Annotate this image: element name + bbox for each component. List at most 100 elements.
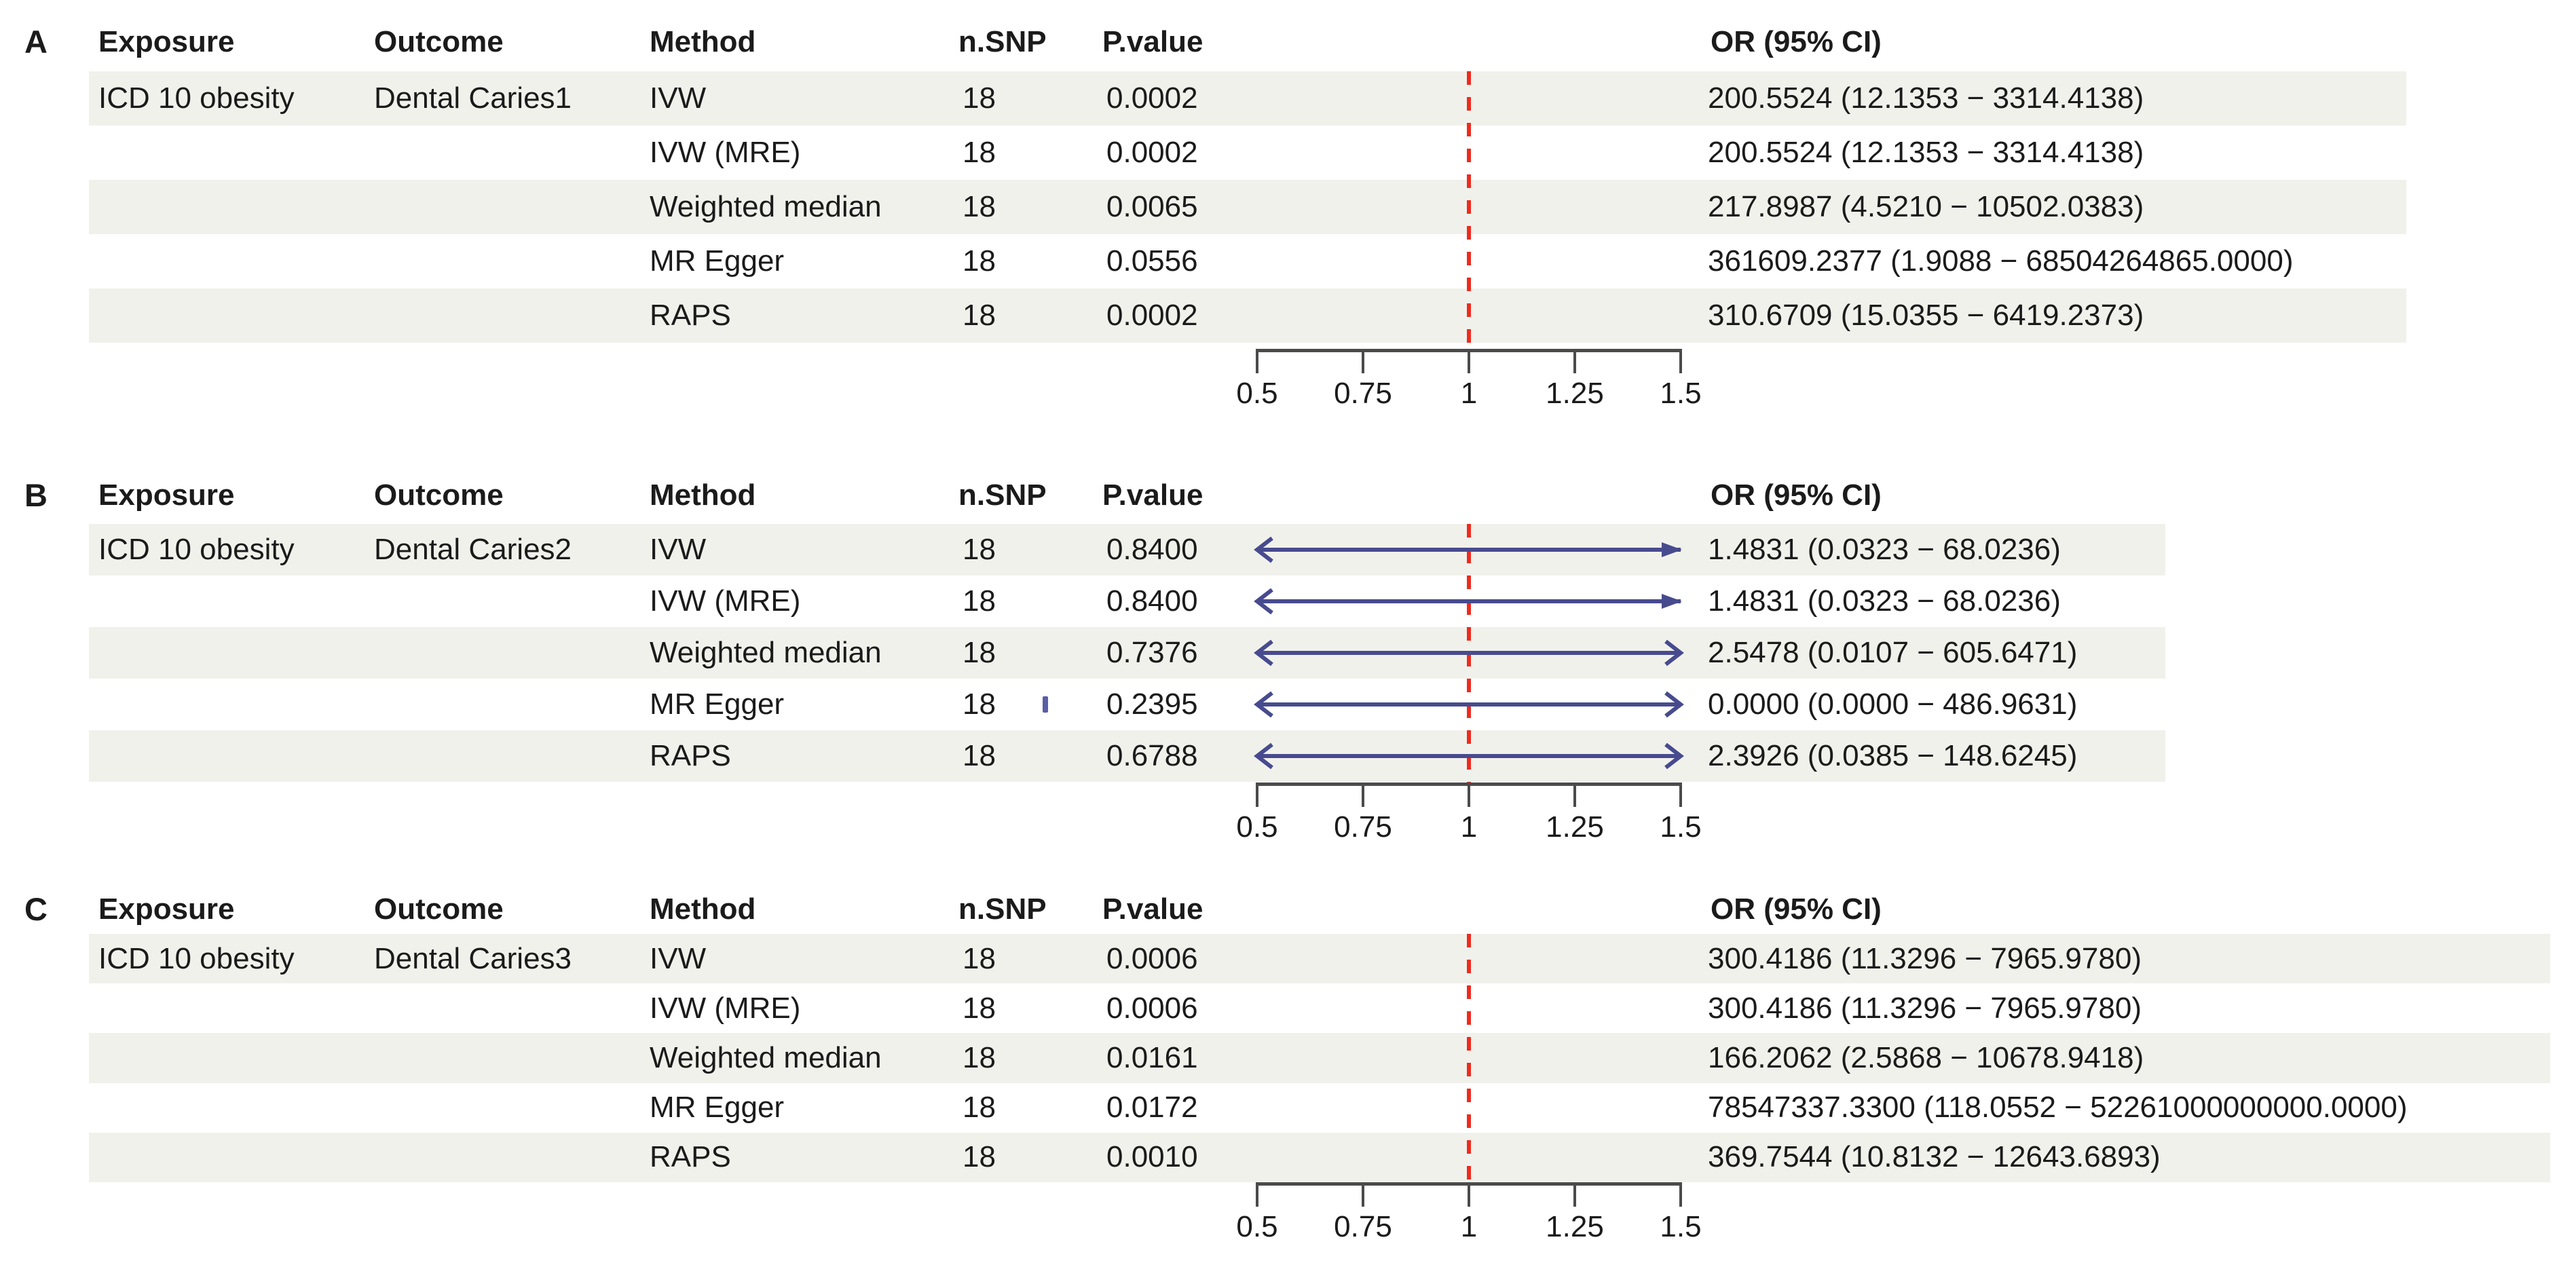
x-axis-tick (1362, 783, 1364, 807)
x-axis-tick-label: 1.5 (1660, 1210, 1702, 1243)
column-header-exposure: Exposure (98, 25, 235, 58)
row-method: IVW (650, 81, 707, 115)
row-or-ci: 300.4186 (11.3296 − 7965.9780) (1708, 991, 2142, 1025)
row-p-value: 0.0006 (1106, 991, 1198, 1025)
row-method: MR Egger (650, 244, 785, 278)
table-row: MR Egger 18 0.0556 361609.2377 (1.9088 −… (0, 234, 2576, 288)
exposure-value: ICD 10 obesity (98, 533, 295, 566)
row-or-ci: 2.5478 (0.0107 − 605.6471) (1708, 636, 2078, 669)
row-method: RAPS (650, 1140, 731, 1174)
table-row: RAPS 18 0.0010 369.7544 (10.8132 − 12643… (0, 1132, 2576, 1182)
row-stripe (89, 71, 2406, 126)
x-axis-tick-label: 0.75 (1334, 1210, 1392, 1243)
ci-arrow (1254, 742, 1684, 770)
table-row: RAPS 18 0.0002 310.6709 (15.0355 − 6419.… (0, 288, 2576, 343)
row-or-ci: 310.6709 (15.0355 − 6419.2373) (1708, 299, 2144, 332)
x-axis-tick (1468, 783, 1470, 807)
x-axis-tick (1468, 349, 1470, 373)
ci-arrow (1254, 588, 1682, 615)
x-axis-tick-label: 1.5 (1660, 810, 1702, 844)
row-or-ci: 369.7544 (10.8132 − 12643.6893) (1708, 1140, 2161, 1174)
row-n-snp: 18 (963, 1091, 996, 1125)
x-axis-tick (1362, 349, 1364, 373)
x-axis-tick-label: 1.25 (1546, 1210, 1604, 1243)
row-stripe (89, 934, 2550, 984)
table-row: ICD 10 obesity Dental Caries1 IVW 18 0.0… (0, 71, 2576, 126)
table-row: Weighted median 18 0.0065 217.8987 (4.52… (0, 180, 2576, 234)
x-axis-tick-label: 1.25 (1546, 810, 1604, 844)
x-axis-tick-label: 1 (1460, 1210, 1478, 1243)
row-p-value: 0.0065 (1106, 190, 1198, 223)
row-method: IVW (650, 533, 707, 566)
row-method: IVW (MRE) (650, 991, 801, 1025)
outcome-value: Dental Caries2 (374, 533, 572, 566)
row-n-snp: 18 (963, 584, 996, 618)
row-p-value: 0.2395 (1106, 687, 1198, 721)
x-axis-tick-label: 1.25 (1546, 377, 1604, 410)
reference-line (1467, 524, 1471, 783)
table-row: ICD 10 obesity Dental Caries2 IVW 18 0.8… (0, 524, 2576, 576)
column-header-n-snp: n.SNP (958, 892, 1047, 926)
reference-line (1467, 934, 1471, 1182)
table-row: ICD 10 obesity Dental Caries3 IVW 18 0.0… (0, 934, 2576, 984)
column-header-outcome: Outcome (374, 25, 504, 58)
row-method: MR Egger (650, 1091, 785, 1125)
x-axis-tick-label: 0.5 (1236, 1210, 1278, 1243)
row-n-snp: 18 (963, 1140, 996, 1174)
reference-line (1467, 71, 1471, 349)
table-row: Weighted median 18 0.7376 2.5478 (0.0107… (0, 627, 2576, 679)
row-or-ci: 1.4831 (0.0323 − 68.0236) (1708, 584, 2061, 618)
row-stripe (89, 524, 2165, 576)
outcome-value: Dental Caries1 (374, 81, 572, 115)
row-or-ci: 2.3926 (0.0385 − 148.6245) (1708, 739, 2078, 772)
table-row: RAPS 18 0.6788 2.3926 (0.0385 − 148.6245… (0, 730, 2576, 782)
row-n-snp: 18 (963, 636, 996, 669)
row-p-value: 0.0006 (1106, 941, 1198, 975)
panel-label: C (24, 891, 48, 927)
row-stripe (89, 180, 2406, 234)
x-axis-tick (1679, 1182, 1682, 1207)
column-header-outcome: Outcome (374, 892, 504, 926)
row-method: MR Egger (650, 687, 785, 721)
x-axis-tick (1256, 1182, 1258, 1207)
row-method: IVW (MRE) (650, 584, 801, 618)
column-header-method: Method (650, 892, 756, 926)
exposure-value: ICD 10 obesity (98, 81, 295, 115)
column-header-p-value: P.value (1102, 478, 1203, 512)
x-axis-tick (1679, 349, 1682, 373)
x-axis-tick-label: 1 (1460, 377, 1478, 410)
row-p-value: 0.0002 (1106, 81, 1198, 115)
row-method: Weighted median (650, 636, 882, 669)
column-header-p-value: P.value (1102, 892, 1203, 926)
row-or-ci: 217.8987 (4.5210 − 10502.0383) (1708, 190, 2144, 223)
point-marker (1043, 696, 1048, 713)
x-axis-tick-label: 0.75 (1334, 810, 1392, 844)
row-p-value: 0.6788 (1106, 739, 1198, 772)
row-n-snp: 18 (963, 81, 996, 115)
row-p-value: 0.0556 (1106, 244, 1198, 278)
x-axis-tick-label: 1 (1460, 810, 1478, 844)
row-method: RAPS (650, 299, 731, 332)
x-axis-line (1256, 1182, 1682, 1186)
row-n-snp: 18 (963, 244, 996, 278)
panel-label: A (24, 24, 48, 60)
row-p-value: 0.8400 (1106, 533, 1198, 566)
exposure-value: ICD 10 obesity (98, 941, 295, 975)
column-header-or-ci: OR (95% CI) (1711, 892, 1882, 926)
column-header-method: Method (650, 25, 756, 58)
row-or-ci: 200.5524 (12.1353 − 3314.4138) (1708, 136, 2144, 169)
row-n-snp: 18 (963, 991, 996, 1025)
x-axis-tick-label: 1.5 (1660, 377, 1702, 410)
row-p-value: 0.0010 (1106, 1140, 1198, 1174)
table-row: MR Egger 18 0.0172 78547337.3300 (118.05… (0, 1083, 2576, 1133)
row-stripe (89, 1033, 2550, 1083)
column-header-p-value: P.value (1102, 25, 1203, 58)
row-stripe (89, 1132, 2550, 1182)
row-p-value: 0.7376 (1106, 636, 1198, 669)
column-header-or-ci: OR (95% CI) (1711, 478, 1882, 512)
x-axis-tick (1468, 1182, 1470, 1207)
column-header-outcome: Outcome (374, 478, 504, 512)
